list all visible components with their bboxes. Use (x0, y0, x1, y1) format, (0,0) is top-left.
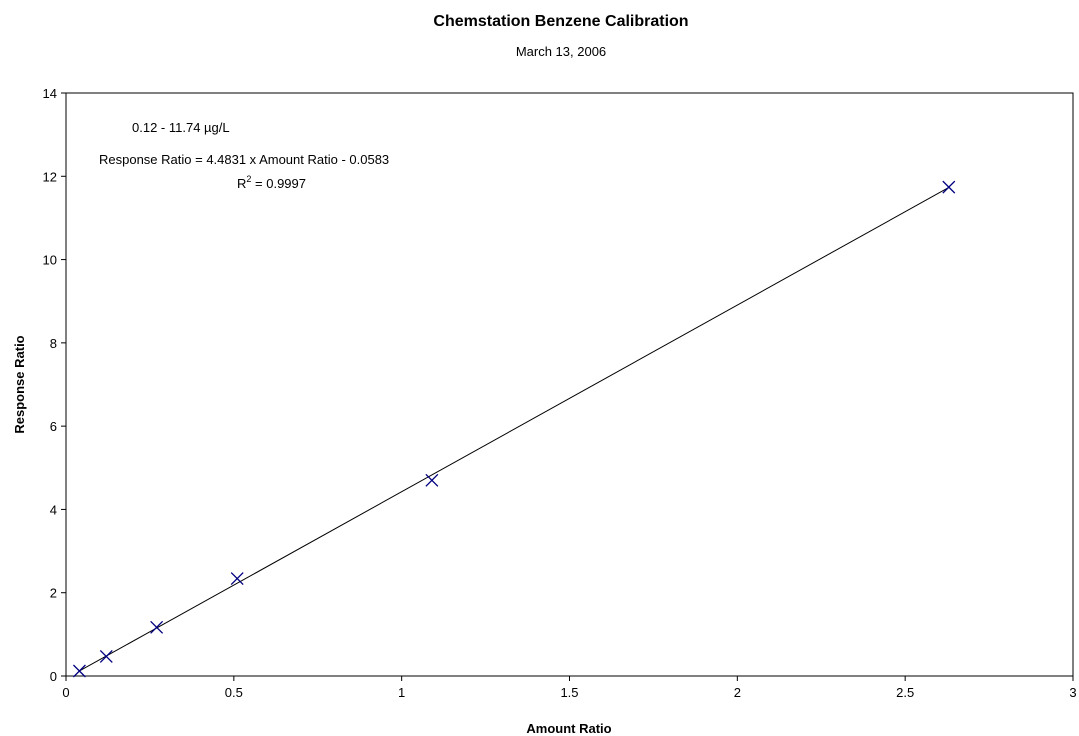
x-axis-label: Amount Ratio (526, 721, 611, 736)
x-tick-label: 1.5 (560, 685, 578, 700)
y-tick-label: 8 (50, 336, 57, 351)
trendline (79, 186, 950, 672)
y-axis-label: Response Ratio (12, 335, 27, 433)
x-tick-label: 2 (734, 685, 741, 700)
data-point (942, 180, 956, 194)
x-tick-label: 0 (62, 685, 69, 700)
data-point (72, 664, 86, 678)
r2-superscript: 2 (246, 174, 251, 184)
data-point (425, 473, 439, 487)
range-annotation: 0.12 - 11.74 µg/L (132, 120, 230, 135)
y-tick-label: 14 (43, 86, 57, 101)
r2-value: = 0.9997 (251, 176, 306, 191)
chart-title: Chemstation Benzene Calibration (433, 13, 688, 30)
y-tick-label: 12 (43, 169, 57, 184)
data-point (150, 620, 164, 634)
x-tick-label: 3 (1069, 685, 1076, 700)
data-points (72, 180, 956, 678)
chart-subtitle: March 13, 2006 (516, 44, 606, 59)
y-tick-label: 4 (50, 502, 57, 517)
x-tick-label: 2.5 (896, 685, 914, 700)
x-tick-label: 0.5 (225, 685, 243, 700)
y-tick-label: 0 (50, 669, 57, 684)
x-axis-ticks: 0 0.5 1 1.5 2 2.5 3 (62, 676, 1077, 700)
x-tick-label: 1 (398, 685, 405, 700)
r2-prefix: R (237, 176, 246, 191)
y-tick-label: 10 (43, 253, 57, 268)
r2-annotation: R2 = 0.9997 (237, 174, 306, 191)
equation-annotation: Response Ratio = 4.4831 x Amount Ratio -… (99, 152, 389, 167)
data-point (99, 649, 113, 663)
plot-area (65, 92, 1074, 677)
data-point (230, 572, 244, 586)
y-axis-ticks: 0 2 4 6 8 10 12 14 (43, 86, 66, 684)
y-tick-label: 6 (50, 419, 57, 434)
y-tick-label: 2 (50, 586, 57, 601)
